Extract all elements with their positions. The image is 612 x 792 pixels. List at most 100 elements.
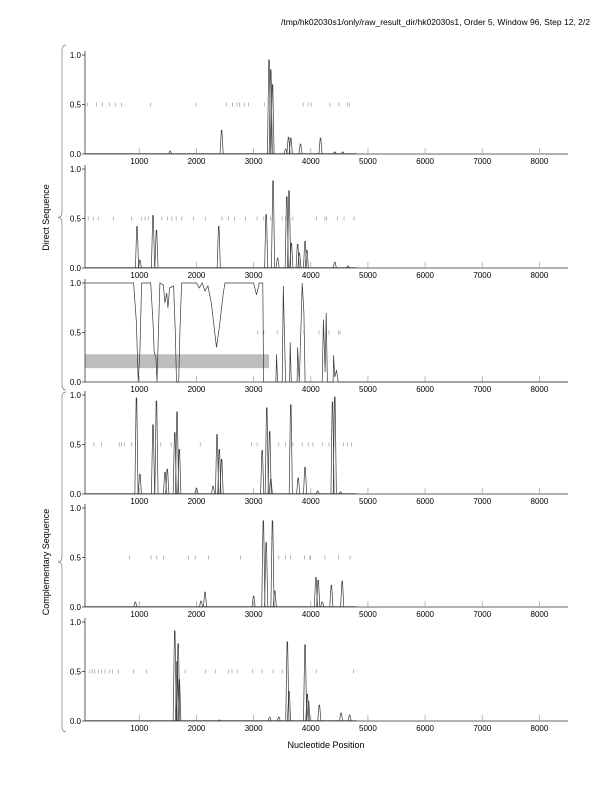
series-peak xyxy=(175,661,179,722)
series-peak xyxy=(339,712,344,722)
x-tick-label: 6000 xyxy=(416,271,434,280)
series-peak xyxy=(264,542,269,608)
x-tick-label: 7000 xyxy=(473,497,491,506)
series-peak xyxy=(137,259,142,269)
y-tick-label: 0.5 xyxy=(70,554,82,563)
series-peak xyxy=(260,450,265,495)
series-peak xyxy=(316,579,321,608)
series-peak xyxy=(303,466,308,495)
series-peak xyxy=(151,215,155,269)
series-peak xyxy=(211,485,215,495)
series-peak xyxy=(267,716,272,722)
series-peak xyxy=(194,487,199,495)
x-tick-label: 2000 xyxy=(188,497,206,506)
series-peak xyxy=(134,397,139,495)
series-peak xyxy=(215,434,219,495)
y-tick-label: 0.0 xyxy=(70,378,82,387)
x-tick-label: 1000 xyxy=(130,724,148,733)
x-tick-label: 3000 xyxy=(245,271,263,280)
x-tick-label: 5000 xyxy=(359,497,377,506)
x-tick-label: 2000 xyxy=(188,610,206,619)
series-peak xyxy=(133,601,138,608)
series-peak xyxy=(216,226,221,269)
panel-2: 0.0 0.5 1.0 1000 2000 3000 4000 5000 6000 7000 800… xyxy=(70,165,568,280)
series-peak xyxy=(217,449,222,495)
series-peak xyxy=(267,431,272,495)
series-peak xyxy=(330,401,335,495)
series-peak xyxy=(338,491,343,495)
series-peak xyxy=(172,630,177,722)
series-peak xyxy=(264,214,269,269)
x-tick-label: 1000 xyxy=(130,271,148,280)
x-tick-label: 2000 xyxy=(188,385,206,394)
x-tick-label: 6000 xyxy=(416,157,434,166)
series-peak xyxy=(272,590,277,608)
y-tick-label: 1.0 xyxy=(70,391,82,400)
series-peak xyxy=(285,641,290,722)
series-peak xyxy=(165,468,170,495)
x-tick-label: 1000 xyxy=(130,157,148,166)
group-brace xyxy=(57,44,67,391)
series-peak xyxy=(175,411,179,495)
x-tick-label: 3000 xyxy=(245,724,263,733)
x-tick-label: 7000 xyxy=(473,724,491,733)
series-peak xyxy=(261,520,266,608)
series-peak xyxy=(332,151,337,155)
series-peak xyxy=(347,714,352,722)
x-tick-label: 5000 xyxy=(359,724,377,733)
y-tick-label: 0.5 xyxy=(70,668,82,677)
x-tick-label: 3000 xyxy=(245,497,263,506)
x-tick-label: 4000 xyxy=(302,497,320,506)
y-tick-label: 0.5 xyxy=(70,441,82,450)
x-tick-label: 1000 xyxy=(130,610,148,619)
x-tick-label: 8000 xyxy=(531,385,549,394)
x-axis-label: Nucleotide Position xyxy=(287,740,364,750)
x-tick-label: 8000 xyxy=(531,157,549,166)
series-peak xyxy=(287,190,292,269)
series-peak xyxy=(287,690,292,722)
series-peak xyxy=(320,601,325,608)
x-tick-label: 8000 xyxy=(531,497,549,506)
y-tick-label: 0.0 xyxy=(70,717,82,726)
x-tick-label: 2000 xyxy=(188,157,206,166)
series-peak xyxy=(332,396,337,495)
y-tick-label: 1.0 xyxy=(70,165,82,174)
panel-1: 0.0 0.5 1.0 1000 2000 3000 4000 5000 6000 7000 800… xyxy=(70,51,568,166)
x-tick-label: 7000 xyxy=(473,271,491,280)
series-peak xyxy=(317,704,322,722)
series-peak xyxy=(270,520,275,608)
x-tick-label: 3000 xyxy=(245,610,263,619)
series-peak xyxy=(154,400,159,495)
series-peak xyxy=(251,595,256,608)
series-peak xyxy=(137,473,142,495)
panel-6: 0.0 0.5 1.0 1000 2000 3000 4000 5000 6000 7000 800… xyxy=(70,618,568,733)
x-tick-label: 3000 xyxy=(245,157,263,166)
group-label: Complementary Sequence xyxy=(41,509,51,616)
x-tick-label: 7000 xyxy=(473,610,491,619)
x-tick-label: 5000 xyxy=(359,271,377,280)
y-tick-label: 1.0 xyxy=(70,51,82,60)
series-peak xyxy=(177,679,182,722)
y-tick-label: 1.0 xyxy=(70,618,82,627)
x-tick-label: 2000 xyxy=(188,724,206,733)
series-peak xyxy=(304,249,309,269)
series-peak xyxy=(332,261,337,269)
series-peak xyxy=(219,459,224,495)
series-peak xyxy=(340,580,345,608)
series-peak xyxy=(168,150,173,155)
series-peak xyxy=(315,490,320,495)
panel-3: 0.0 0.5 1.0 1000 2000 3000 4000 5000 6000 7000 800… xyxy=(70,279,568,394)
y-tick-label: 0.0 xyxy=(70,490,82,499)
series-peak xyxy=(264,407,269,495)
series-peak xyxy=(275,257,280,269)
series-peak xyxy=(298,143,303,155)
series-peak xyxy=(340,151,345,155)
series-peak xyxy=(305,693,310,722)
x-tick-label: 4000 xyxy=(302,610,320,619)
x-tick-label: 8000 xyxy=(531,724,549,733)
x-tick-label: 7000 xyxy=(473,157,491,166)
x-tick-label: 8000 xyxy=(531,610,549,619)
x-tick-label: 2000 xyxy=(188,271,206,280)
series-peak xyxy=(296,477,301,495)
x-tick-label: 6000 xyxy=(416,385,434,394)
